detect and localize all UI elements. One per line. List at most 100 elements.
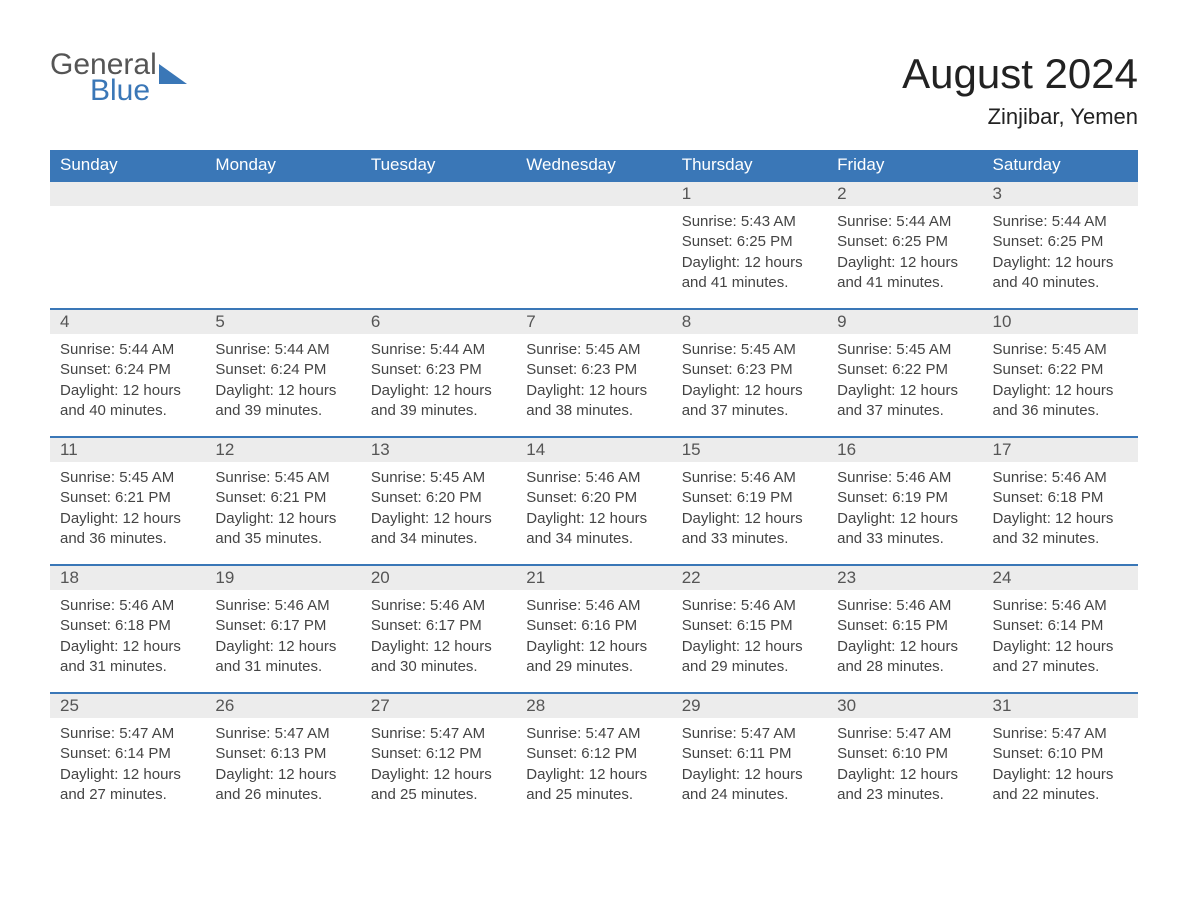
calendar-day-cell: 12Sunrise: 5:45 AMSunset: 6:21 PMDayligh…: [205, 436, 360, 564]
daylight-text: Daylight: 12 hours and 29 minutes.: [682, 637, 817, 678]
sunset-text: Sunset: 6:21 PM: [215, 488, 350, 508]
daylight-text: Daylight: 12 hours and 33 minutes.: [682, 509, 817, 550]
calendar-day-cell: 20Sunrise: 5:46 AMSunset: 6:17 PMDayligh…: [361, 564, 516, 692]
sunrise-text: Sunrise: 5:44 AM: [993, 212, 1128, 232]
sunrise-text: Sunrise: 5:46 AM: [682, 596, 817, 616]
day-body: [205, 206, 360, 222]
day-number-bar: 11: [50, 436, 205, 462]
sunrise-text: Sunrise: 5:46 AM: [215, 596, 350, 616]
weekday-header: Wednesday: [516, 150, 671, 180]
day-number: 25: [50, 694, 205, 718]
daylight-text: Daylight: 12 hours and 25 minutes.: [371, 765, 506, 806]
day-number: 26: [205, 694, 360, 718]
calendar-day-cell: 1Sunrise: 5:43 AMSunset: 6:25 PMDaylight…: [672, 180, 827, 308]
day-body: Sunrise: 5:47 AMSunset: 6:11 PMDaylight:…: [672, 718, 827, 815]
day-number: 20: [361, 566, 516, 590]
sunset-text: Sunset: 6:18 PM: [60, 616, 195, 636]
day-number: 28: [516, 694, 671, 718]
day-body: Sunrise: 5:46 AMSunset: 6:17 PMDaylight:…: [205, 590, 360, 687]
sunrise-text: Sunrise: 5:47 AM: [682, 724, 817, 744]
daylight-text: Daylight: 12 hours and 27 minutes.: [993, 637, 1128, 678]
day-number-bar: 5: [205, 308, 360, 334]
sunrise-text: Sunrise: 5:46 AM: [60, 596, 195, 616]
day-number-bar: 29: [672, 692, 827, 718]
day-number: 1: [672, 182, 827, 206]
calendar-week-row: 1Sunrise: 5:43 AMSunset: 6:25 PMDaylight…: [50, 180, 1138, 308]
sunrise-text: Sunrise: 5:47 AM: [60, 724, 195, 744]
day-number-bar: 30: [827, 692, 982, 718]
daylight-text: Daylight: 12 hours and 34 minutes.: [526, 509, 661, 550]
day-number-bar: 8: [672, 308, 827, 334]
sunset-text: Sunset: 6:22 PM: [837, 360, 972, 380]
calendar-day-cell: 5Sunrise: 5:44 AMSunset: 6:24 PMDaylight…: [205, 308, 360, 436]
sunrise-text: Sunrise: 5:46 AM: [682, 468, 817, 488]
daylight-text: Daylight: 12 hours and 27 minutes.: [60, 765, 195, 806]
day-number: 22: [672, 566, 827, 590]
day-number: 3: [983, 182, 1138, 206]
sunrise-text: Sunrise: 5:43 AM: [682, 212, 817, 232]
day-number-bar: 19: [205, 564, 360, 590]
day-number-bar: 12: [205, 436, 360, 462]
day-number-bar: 20: [361, 564, 516, 590]
day-body: Sunrise: 5:44 AMSunset: 6:23 PMDaylight:…: [361, 334, 516, 431]
calendar-week-row: 25Sunrise: 5:47 AMSunset: 6:14 PMDayligh…: [50, 692, 1138, 820]
sunrise-text: Sunrise: 5:47 AM: [215, 724, 350, 744]
day-number-bar: 22: [672, 564, 827, 590]
day-number: 2: [827, 182, 982, 206]
calendar-day-cell: 3Sunrise: 5:44 AMSunset: 6:25 PMDaylight…: [983, 180, 1138, 308]
day-body: Sunrise: 5:45 AMSunset: 6:23 PMDaylight:…: [672, 334, 827, 431]
day-number: 29: [672, 694, 827, 718]
day-number-bar: 3: [983, 180, 1138, 206]
daylight-text: Daylight: 12 hours and 37 minutes.: [837, 381, 972, 422]
sunset-text: Sunset: 6:19 PM: [837, 488, 972, 508]
day-number-bar: 15: [672, 436, 827, 462]
daylight-text: Daylight: 12 hours and 32 minutes.: [993, 509, 1128, 550]
day-number: 6: [361, 310, 516, 334]
day-body: [361, 206, 516, 222]
sunset-text: Sunset: 6:17 PM: [215, 616, 350, 636]
daylight-text: Daylight: 12 hours and 34 minutes.: [371, 509, 506, 550]
day-body: Sunrise: 5:45 AMSunset: 6:22 PMDaylight:…: [827, 334, 982, 431]
daylight-text: Daylight: 12 hours and 41 minutes.: [837, 253, 972, 294]
day-number: 13: [361, 438, 516, 462]
calendar-day-cell: [361, 180, 516, 308]
day-number-bar: 4: [50, 308, 205, 334]
day-number-bar: 18: [50, 564, 205, 590]
day-body: Sunrise: 5:47 AMSunset: 6:10 PMDaylight:…: [827, 718, 982, 815]
weekday-header: Friday: [827, 150, 982, 180]
sunrise-text: Sunrise: 5:45 AM: [371, 468, 506, 488]
sunrise-text: Sunrise: 5:44 AM: [60, 340, 195, 360]
daylight-text: Daylight: 12 hours and 23 minutes.: [837, 765, 972, 806]
calendar-day-cell: 17Sunrise: 5:46 AMSunset: 6:18 PMDayligh…: [983, 436, 1138, 564]
day-body: Sunrise: 5:47 AMSunset: 6:13 PMDaylight:…: [205, 718, 360, 815]
sunset-text: Sunset: 6:10 PM: [837, 744, 972, 764]
calendar-day-cell: 9Sunrise: 5:45 AMSunset: 6:22 PMDaylight…: [827, 308, 982, 436]
day-number-bar: 10: [983, 308, 1138, 334]
day-number-bar: [50, 180, 205, 206]
calendar-day-cell: 6Sunrise: 5:44 AMSunset: 6:23 PMDaylight…: [361, 308, 516, 436]
daylight-text: Daylight: 12 hours and 29 minutes.: [526, 637, 661, 678]
daylight-text: Daylight: 12 hours and 30 minutes.: [371, 637, 506, 678]
sunrise-text: Sunrise: 5:46 AM: [837, 468, 972, 488]
daylight-text: Daylight: 12 hours and 38 minutes.: [526, 381, 661, 422]
calendar-day-cell: 23Sunrise: 5:46 AMSunset: 6:15 PMDayligh…: [827, 564, 982, 692]
sunset-text: Sunset: 6:13 PM: [215, 744, 350, 764]
calendar-day-cell: 13Sunrise: 5:45 AMSunset: 6:20 PMDayligh…: [361, 436, 516, 564]
day-body: Sunrise: 5:44 AMSunset: 6:25 PMDaylight:…: [983, 206, 1138, 303]
day-body: Sunrise: 5:46 AMSunset: 6:15 PMDaylight:…: [827, 590, 982, 687]
calendar-week-row: 11Sunrise: 5:45 AMSunset: 6:21 PMDayligh…: [50, 436, 1138, 564]
day-body: Sunrise: 5:47 AMSunset: 6:10 PMDaylight:…: [983, 718, 1138, 815]
day-body: Sunrise: 5:45 AMSunset: 6:23 PMDaylight:…: [516, 334, 671, 431]
calendar-week-row: 4Sunrise: 5:44 AMSunset: 6:24 PMDaylight…: [50, 308, 1138, 436]
day-number-bar: 9: [827, 308, 982, 334]
day-body: [50, 206, 205, 222]
day-body: Sunrise: 5:46 AMSunset: 6:15 PMDaylight:…: [672, 590, 827, 687]
day-number-bar: [205, 180, 360, 206]
day-number-bar: 1: [672, 180, 827, 206]
day-number: 19: [205, 566, 360, 590]
day-number-bar: 25: [50, 692, 205, 718]
day-number: 10: [983, 310, 1138, 334]
day-body: Sunrise: 5:45 AMSunset: 6:21 PMDaylight:…: [205, 462, 360, 559]
day-number-bar: 28: [516, 692, 671, 718]
calendar-day-cell: [516, 180, 671, 308]
